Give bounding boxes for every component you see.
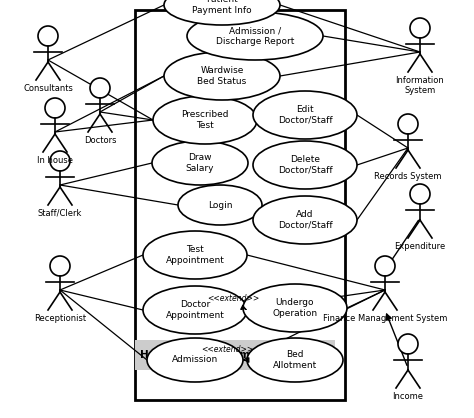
Text: Prescribed
Test: Prescribed Test — [181, 110, 229, 130]
Ellipse shape — [187, 12, 323, 60]
Circle shape — [90, 78, 110, 98]
Ellipse shape — [143, 286, 247, 334]
Circle shape — [375, 256, 395, 276]
Text: Add
Doctor/Staff: Add Doctor/Staff — [278, 210, 332, 230]
Bar — [135, 10, 345, 400]
Ellipse shape — [178, 185, 262, 225]
Text: Hospital Management: Hospital Management — [140, 350, 270, 360]
Circle shape — [50, 151, 70, 171]
Circle shape — [410, 184, 430, 204]
Text: Expenditure: Expenditure — [394, 242, 446, 251]
Text: Patient
Payment Info: Patient Payment Info — [192, 0, 252, 15]
Text: Undergo
Operation: Undergo Operation — [273, 298, 318, 318]
Circle shape — [38, 26, 58, 46]
Text: Consultants: Consultants — [23, 84, 73, 93]
Ellipse shape — [143, 231, 247, 279]
Text: Receptionist: Receptionist — [34, 314, 86, 323]
Circle shape — [410, 18, 430, 38]
Circle shape — [398, 334, 418, 354]
Ellipse shape — [164, 52, 280, 100]
Ellipse shape — [253, 91, 357, 139]
Ellipse shape — [253, 196, 357, 244]
Text: Login: Login — [208, 201, 232, 209]
Text: Information
System: Information System — [396, 76, 444, 95]
Text: Doctor
Appointment: Doctor Appointment — [165, 300, 224, 320]
Ellipse shape — [153, 96, 257, 144]
Text: Doctors: Doctors — [84, 136, 116, 145]
Text: Finance Management System: Finance Management System — [323, 314, 447, 323]
Text: In house: In house — [37, 156, 73, 165]
Ellipse shape — [243, 284, 347, 332]
Text: <<extend>>: <<extend>> — [201, 345, 253, 354]
Ellipse shape — [253, 141, 357, 189]
Circle shape — [50, 256, 70, 276]
Text: <<extend>>: <<extend>> — [207, 294, 259, 303]
Text: Bed
Allotment: Bed Allotment — [273, 350, 317, 370]
Ellipse shape — [147, 338, 243, 382]
Bar — [135, 340, 335, 370]
Ellipse shape — [247, 338, 343, 382]
Circle shape — [45, 98, 65, 118]
Ellipse shape — [152, 141, 248, 185]
Text: Admission: Admission — [172, 355, 218, 364]
Text: Admission /
Discharge Report: Admission / Discharge Report — [216, 26, 294, 46]
Circle shape — [398, 114, 418, 134]
Text: Records System: Records System — [374, 172, 442, 181]
Ellipse shape — [164, 0, 280, 25]
Text: Staff/Clerk: Staff/Clerk — [38, 209, 82, 218]
Text: Wardwise
Bed Status: Wardwise Bed Status — [197, 66, 246, 86]
Text: Draw
Salary: Draw Salary — [186, 153, 214, 173]
Text: Delete
Doctor/Staff: Delete Doctor/Staff — [278, 155, 332, 175]
Text: Income: Income — [392, 392, 423, 401]
Text: Test
Appointment: Test Appointment — [165, 245, 224, 265]
Text: Edit
Doctor/Staff: Edit Doctor/Staff — [278, 105, 332, 125]
